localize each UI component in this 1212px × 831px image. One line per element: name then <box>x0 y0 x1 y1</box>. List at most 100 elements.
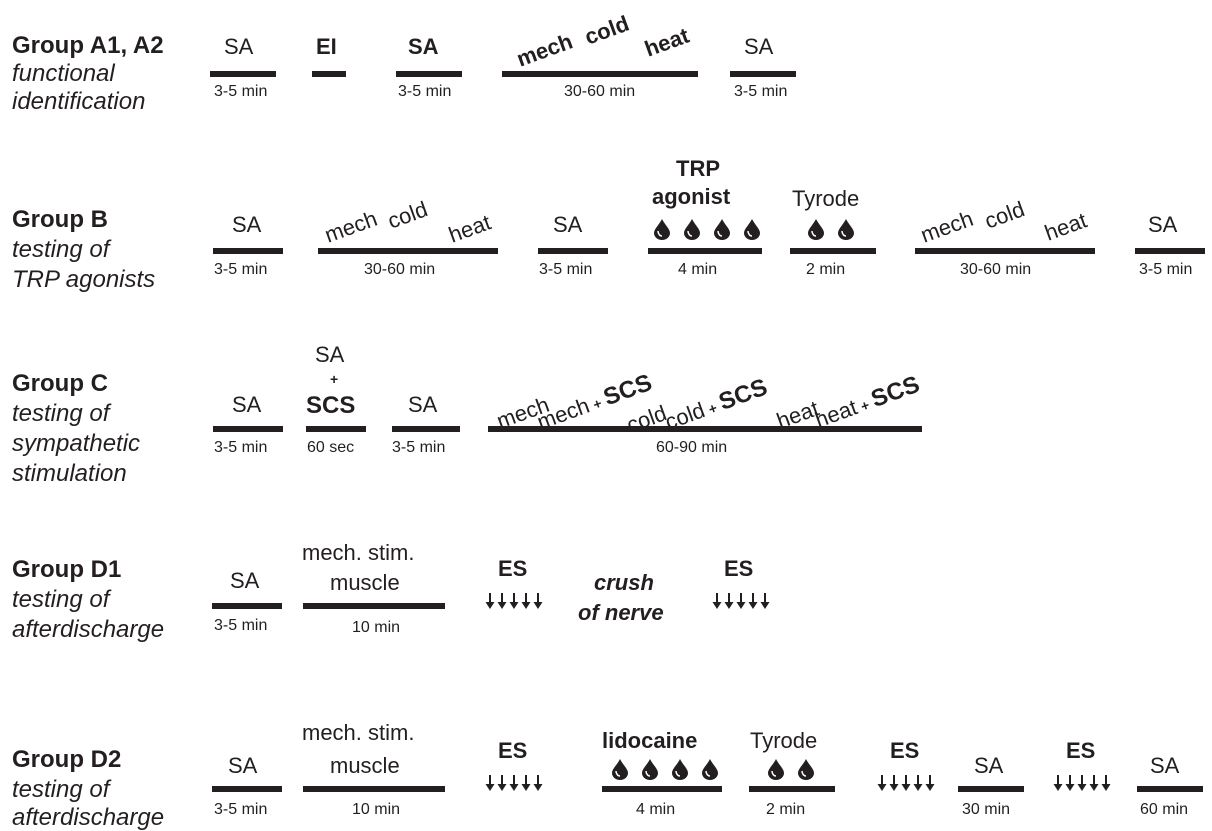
arrow-group <box>484 592 544 610</box>
down-arrow-icon <box>521 775 531 791</box>
arrow-group <box>484 774 544 792</box>
segment-label: Tyrode <box>750 728 818 753</box>
stimulus-label: mech <box>321 205 381 248</box>
timeline-bar <box>312 71 346 77</box>
segment-label: ES <box>1066 738 1096 763</box>
drop-icon <box>654 219 670 240</box>
drop-group <box>610 758 730 780</box>
down-arrow-icon <box>760 593 770 609</box>
segment-label: lidocaine <box>602 728 698 753</box>
duration-label: 2 min <box>766 801 806 818</box>
timeline-bar <box>303 603 445 609</box>
stimulus-label: heat <box>1041 207 1091 246</box>
segment-label: SA <box>408 392 438 417</box>
duration-label: 30-60 min <box>364 261 436 278</box>
timeline-bar <box>488 426 922 432</box>
segment-label: SA <box>228 753 258 778</box>
timeline-bar <box>392 426 460 432</box>
timeline-bar <box>1135 248 1205 254</box>
down-arrow-icon <box>925 775 935 791</box>
duration-label: 3-5 min <box>214 801 268 818</box>
stimulus-label: mech <box>513 28 576 72</box>
segment-label: ES <box>498 556 528 581</box>
duration-label: 30-60 min <box>564 83 636 100</box>
timeline-bar <box>212 786 282 792</box>
segment-label: muscle <box>330 753 400 778</box>
plus-sign: + <box>330 371 339 387</box>
timeline-bar <box>1137 786 1203 792</box>
drop-icon <box>744 219 760 240</box>
drop-icon <box>702 759 718 780</box>
drop-group <box>766 758 826 780</box>
segment-label: EI <box>316 34 337 59</box>
group-subtitle-line: identification <box>12 88 146 115</box>
down-arrow-icon <box>485 593 495 609</box>
group-subtitle-line: testing of <box>12 236 110 263</box>
down-arrow-icon <box>1101 775 1111 791</box>
group-subtitle-line: afterdischarge <box>12 616 165 643</box>
drop-icon <box>808 219 824 240</box>
drop-icon <box>642 759 658 780</box>
down-arrow-icon <box>889 775 899 791</box>
scs-label: SCS <box>715 373 771 416</box>
arrow-group <box>1052 774 1112 792</box>
segment-label: mech. stim. <box>302 540 415 565</box>
timeline-bar <box>210 71 276 77</box>
segment-label: SA <box>1150 753 1180 778</box>
segment-label: SA <box>744 34 774 59</box>
timeline-bar <box>915 248 1095 254</box>
drop-icon <box>768 759 784 780</box>
down-arrow-icon <box>1089 775 1099 791</box>
group-subtitle-line: functional <box>12 60 115 87</box>
stimulus-label: cold <box>384 196 431 234</box>
down-arrow-icon <box>497 593 507 609</box>
duration-label: 3-5 min <box>734 83 788 100</box>
drop-icon <box>612 759 628 780</box>
timeline-bar <box>318 248 498 254</box>
group-subtitle-line: sympathetic <box>12 430 141 457</box>
duration-label: 3-5 min <box>214 261 268 278</box>
timeline-bar <box>212 603 282 609</box>
group-title: Group B <box>12 206 108 233</box>
down-arrow-icon <box>497 775 507 791</box>
timeline-bar <box>303 786 445 792</box>
duration-label: 4 min <box>636 801 676 818</box>
stimulus-label: cold <box>581 10 633 50</box>
segment-label: crush <box>594 570 654 595</box>
down-arrow-icon <box>521 593 531 609</box>
group-subtitle-line: testing of <box>12 400 110 427</box>
stimulus-label: heat <box>641 22 693 62</box>
scs-label: SCS <box>867 370 924 413</box>
duration-label: 60-90 min <box>656 439 728 456</box>
timeline-bar <box>602 786 722 792</box>
segment-label: mech. stim. <box>302 720 415 745</box>
drop-group <box>652 218 772 240</box>
down-arrow-icon <box>901 775 911 791</box>
timeline-bar <box>213 248 283 254</box>
group-subtitle-line: testing of <box>12 776 110 803</box>
timeline-bar <box>749 786 835 792</box>
drop-group <box>806 218 866 240</box>
timeline-bar <box>730 71 796 77</box>
duration-label: 2 min <box>806 261 846 278</box>
segment-label: SA <box>224 34 254 59</box>
down-arrow-icon <box>533 593 543 609</box>
down-arrow-icon <box>736 593 746 609</box>
segment-label: agonist <box>652 184 731 209</box>
timeline-bar <box>502 71 698 77</box>
drop-icon <box>798 759 814 780</box>
segment-label: SA <box>408 34 439 59</box>
segment-label: SA <box>553 212 583 237</box>
plus-sign: + <box>706 399 720 418</box>
group-title: Group D2 <box>12 746 122 773</box>
segment-label: SA <box>1148 212 1178 237</box>
duration-label: 30-60 min <box>960 261 1032 278</box>
timeline-bar <box>306 426 366 432</box>
timeline-bar <box>396 71 462 77</box>
down-arrow-icon <box>1065 775 1075 791</box>
timeline-bar <box>790 248 876 254</box>
segment-label: SA <box>315 342 345 367</box>
arrow-group <box>711 592 771 610</box>
arrow-group <box>876 774 936 792</box>
